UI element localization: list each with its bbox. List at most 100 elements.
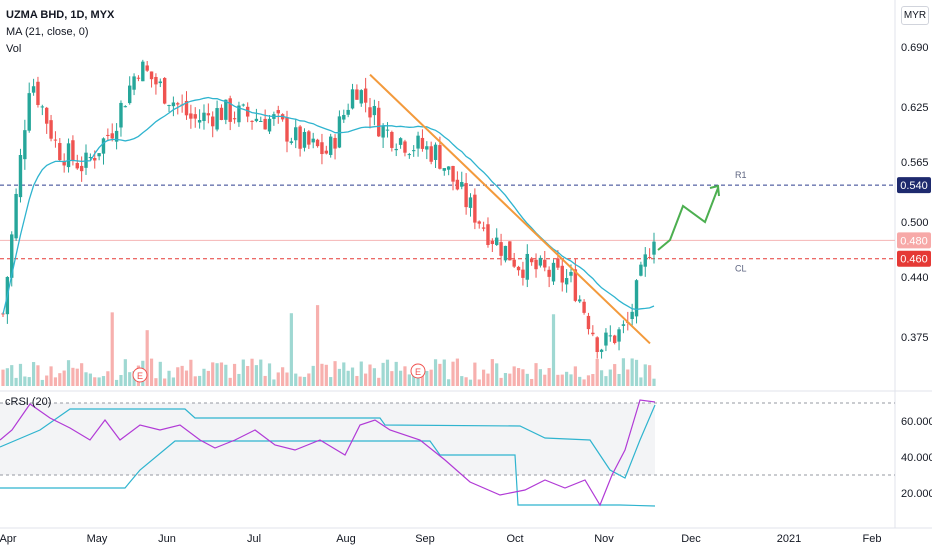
candle xyxy=(455,171,460,191)
candle xyxy=(490,238,495,252)
candle xyxy=(40,104,45,116)
candle-body xyxy=(158,81,162,84)
volume-bar xyxy=(438,363,442,386)
candle xyxy=(97,153,101,161)
candle xyxy=(451,165,455,191)
volume-bar xyxy=(276,372,280,386)
volume-bar xyxy=(512,366,516,386)
volume-bar xyxy=(145,330,149,386)
candle xyxy=(647,248,652,260)
candle-body xyxy=(294,127,298,141)
candle xyxy=(521,261,525,286)
volume-bar xyxy=(508,373,512,386)
volume-bar xyxy=(407,374,411,386)
volume-bar xyxy=(372,368,376,386)
crsi-upper-band xyxy=(0,404,656,479)
candle xyxy=(27,82,31,133)
volume-bar xyxy=(521,369,525,386)
volume-bar xyxy=(40,379,44,386)
candle-body xyxy=(315,139,320,147)
volume-bar xyxy=(241,359,245,386)
candle xyxy=(110,123,114,142)
crsi-band-fill xyxy=(0,403,655,475)
candle-body xyxy=(184,100,189,116)
candle-body xyxy=(259,120,263,122)
volume-bar xyxy=(254,365,259,386)
candle xyxy=(398,137,403,149)
time-tick-label: Nov xyxy=(594,533,614,545)
volume-bar xyxy=(228,377,232,386)
volume-bar xyxy=(599,370,604,386)
candle xyxy=(468,193,473,217)
candle xyxy=(224,99,228,125)
volume-bar xyxy=(473,362,477,386)
r1-label: R1 xyxy=(735,170,747,180)
volume-bar xyxy=(10,365,14,386)
candle xyxy=(119,100,123,137)
candle xyxy=(560,259,564,292)
candle xyxy=(512,252,516,268)
candle xyxy=(53,131,58,148)
volume-bar xyxy=(538,369,543,386)
candle-body xyxy=(573,269,578,301)
candle-body xyxy=(141,61,145,82)
candle-body xyxy=(324,150,329,154)
candle xyxy=(538,255,543,268)
volume-bar xyxy=(97,377,101,386)
price-badge xyxy=(897,177,931,194)
candle xyxy=(167,104,171,113)
volume-bar xyxy=(232,363,237,386)
candle xyxy=(481,221,486,232)
currency-button[interactable]: MYR xyxy=(901,6,929,25)
candle-body xyxy=(58,143,62,161)
candle-body xyxy=(560,265,564,283)
candle xyxy=(302,128,307,152)
volume-bar xyxy=(58,373,62,386)
candle xyxy=(276,105,280,124)
volume-bar xyxy=(184,370,189,386)
candle-body xyxy=(106,134,110,137)
candle-body xyxy=(438,145,442,169)
candle-body xyxy=(490,240,495,245)
candle xyxy=(250,120,254,130)
volume-bar xyxy=(272,379,276,386)
candle xyxy=(643,247,647,277)
volume-bar xyxy=(643,364,647,386)
volume-bar xyxy=(337,368,342,386)
volume-bar xyxy=(634,359,639,386)
candle xyxy=(333,134,337,160)
candle xyxy=(202,104,206,130)
candle xyxy=(241,103,246,107)
volume-bar xyxy=(630,358,634,386)
candle xyxy=(534,253,538,278)
volume-bar xyxy=(490,359,494,386)
volume-bar xyxy=(198,375,202,386)
candle xyxy=(556,249,560,270)
candle-body xyxy=(586,315,591,330)
volume-bar xyxy=(294,373,298,386)
candle-body xyxy=(578,299,582,302)
price-badge xyxy=(897,232,931,249)
volume-bar xyxy=(66,360,71,386)
volume-bar xyxy=(75,368,79,386)
candle-body xyxy=(114,130,119,142)
candle-body xyxy=(110,133,114,139)
volume-bar xyxy=(420,369,425,386)
candle-body xyxy=(101,138,106,154)
volume-bar xyxy=(93,377,97,386)
candle-body xyxy=(79,165,84,172)
candle xyxy=(101,137,106,165)
volume-bar xyxy=(202,368,206,386)
candle-body xyxy=(62,160,66,166)
projection-head xyxy=(709,184,720,197)
candle-body xyxy=(420,137,425,149)
candle xyxy=(254,108,259,123)
candle-body xyxy=(551,262,556,282)
volume-bar xyxy=(516,368,521,386)
cl-label: CL xyxy=(735,264,747,274)
volume-bar xyxy=(464,377,468,386)
volume-bar xyxy=(447,379,451,386)
volume-bar xyxy=(259,359,263,386)
candle-body xyxy=(167,105,171,107)
volume-bar xyxy=(128,372,132,386)
